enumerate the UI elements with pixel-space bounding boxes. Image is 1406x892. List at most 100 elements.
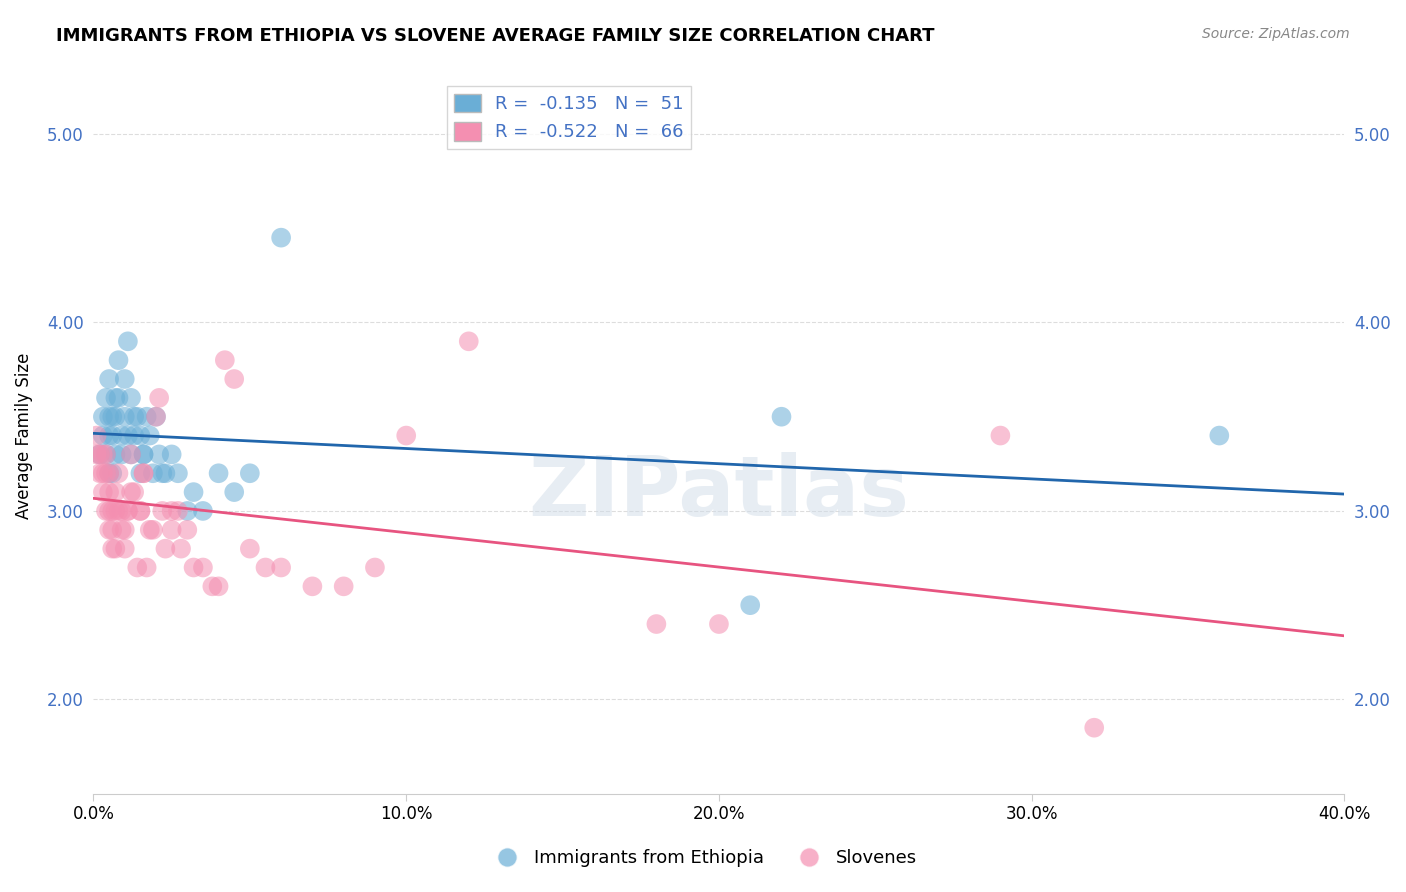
Point: [111, 447, 134, 461]
Point: [135, 560, 157, 574]
Point: [101, 541, 124, 556]
Point: [155, 467, 177, 481]
Point: [101, 428, 124, 442]
Point: [107, 504, 129, 518]
Point: [150, 467, 173, 481]
Point: [117, 504, 139, 518]
Point: [114, 372, 136, 386]
Point: [117, 428, 139, 442]
Point: [91, 428, 114, 442]
Point: [122, 485, 145, 500]
Point: [91, 409, 114, 424]
Point: [114, 541, 136, 556]
Point: [94, 447, 117, 461]
Point: [207, 579, 229, 593]
Point: [111, 428, 134, 442]
Point: [127, 409, 149, 424]
Point: [770, 409, 793, 424]
Point: [114, 409, 136, 424]
Point: [98, 409, 121, 424]
Point: [150, 504, 173, 518]
Point: [155, 541, 177, 556]
Point: [94, 467, 117, 481]
Point: [104, 485, 127, 500]
Point: [148, 391, 170, 405]
Point: [645, 617, 668, 632]
Point: [148, 447, 170, 461]
Text: IMMIGRANTS FROM ETHIOPIA VS SLOVENE AVERAGE FAMILY SIZE CORRELATION CHART: IMMIGRANTS FROM ETHIOPIA VS SLOVENE AVER…: [56, 27, 935, 45]
Point: [104, 391, 127, 405]
Point: [139, 428, 162, 442]
Point: [132, 467, 155, 481]
Point: [132, 447, 155, 461]
Y-axis label: Average Family Size: Average Family Size: [15, 352, 32, 519]
Point: [98, 485, 121, 500]
Point: [89, 467, 111, 481]
Point: [160, 504, 183, 518]
Point: [101, 467, 124, 481]
Point: [167, 504, 190, 518]
Point: [167, 467, 190, 481]
Point: [145, 409, 167, 424]
Point: [332, 579, 354, 593]
Point: [111, 504, 134, 518]
Legend: Immigrants from Ethiopia, Slovenes: Immigrants from Ethiopia, Slovenes: [481, 842, 925, 874]
Point: [132, 447, 155, 461]
Point: [122, 409, 145, 424]
Point: [127, 560, 149, 574]
Point: [104, 504, 127, 518]
Point: [135, 409, 157, 424]
Point: [101, 504, 124, 518]
Point: [120, 447, 142, 461]
Point: [89, 447, 111, 461]
Point: [270, 560, 292, 574]
Point: [111, 523, 134, 537]
Point: [98, 428, 121, 442]
Point: [120, 485, 142, 500]
Point: [94, 391, 117, 405]
Point: [91, 467, 114, 481]
Point: [183, 485, 205, 500]
Point: [114, 523, 136, 537]
Text: ZIPatlas: ZIPatlas: [529, 452, 910, 533]
Text: Source: ZipAtlas.com: Source: ZipAtlas.com: [1202, 27, 1350, 41]
Point: [101, 409, 124, 424]
Point: [129, 504, 152, 518]
Point: [183, 560, 205, 574]
Point: [98, 372, 121, 386]
Point: [89, 447, 111, 461]
Point: [98, 467, 121, 481]
Point: [191, 504, 214, 518]
Point: [86, 428, 108, 442]
Point: [191, 560, 214, 574]
Point: [117, 504, 139, 518]
Point: [364, 560, 387, 574]
Point: [98, 504, 121, 518]
Point: [160, 523, 183, 537]
Point: [122, 428, 145, 442]
Point: [214, 353, 236, 368]
Point: [176, 504, 198, 518]
Point: [91, 485, 114, 500]
Point: [107, 353, 129, 368]
Point: [132, 467, 155, 481]
Point: [94, 504, 117, 518]
Point: [107, 391, 129, 405]
Point: [98, 523, 121, 537]
Point: [91, 447, 114, 461]
Point: [990, 428, 1012, 442]
Point: [1083, 721, 1105, 735]
Point: [224, 372, 246, 386]
Point: [86, 447, 108, 461]
Point: [1208, 428, 1230, 442]
Point: [224, 485, 246, 500]
Point: [395, 428, 418, 442]
Point: [239, 541, 262, 556]
Point: [201, 579, 224, 593]
Point: [98, 467, 121, 481]
Point: [457, 334, 479, 349]
Point: [117, 334, 139, 349]
Legend: R =  -0.135   N =  51, R =  -0.522   N =  66: R = -0.135 N = 51, R = -0.522 N = 66: [447, 87, 692, 149]
Point: [142, 467, 165, 481]
Point: [270, 230, 292, 244]
